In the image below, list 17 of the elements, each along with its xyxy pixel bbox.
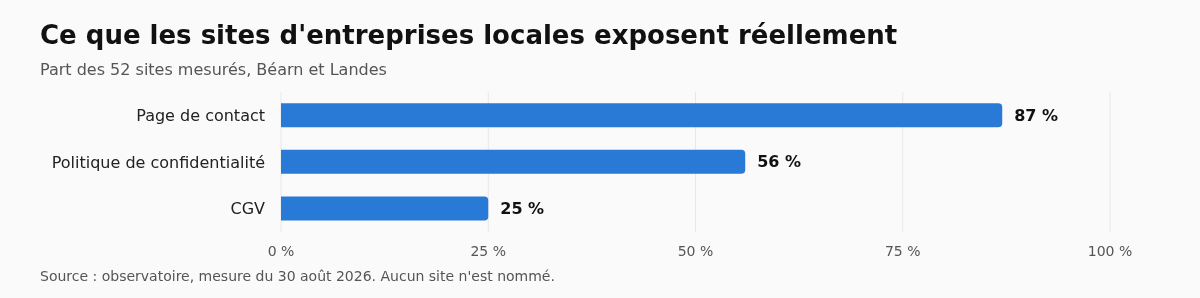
data-label: 87 % bbox=[1014, 105, 1059, 125]
x-tick-label: 0 % bbox=[267, 242, 295, 259]
chart-title: Ce que les sites d'entreprises locales exposent réellement bbox=[40, 20, 898, 50]
bar bbox=[281, 149, 746, 174]
data-label: 56 % bbox=[757, 152, 802, 172]
y-tick-label: Page de contact bbox=[136, 106, 265, 126]
chart-subtitle: Part des 52 sites mesurés, Béarn et Landes bbox=[40, 60, 387, 79]
y-tick-label: Politique de confidentialité bbox=[51, 152, 265, 172]
x-tick-label: 25 % bbox=[470, 242, 507, 259]
bar bbox=[281, 196, 489, 221]
data-label: 25 % bbox=[500, 199, 545, 219]
y-tick-label: CGV bbox=[230, 199, 266, 219]
source-note: Source : observatoire, mesure du 30 août 2026. Aucun site n'est nommé. bbox=[40, 268, 555, 284]
x-tick-label: 100 % bbox=[1087, 242, 1133, 259]
x-tick-label: 50 % bbox=[677, 242, 714, 259]
x-tick-label: 75 % bbox=[884, 242, 921, 259]
bar bbox=[281, 103, 1003, 128]
